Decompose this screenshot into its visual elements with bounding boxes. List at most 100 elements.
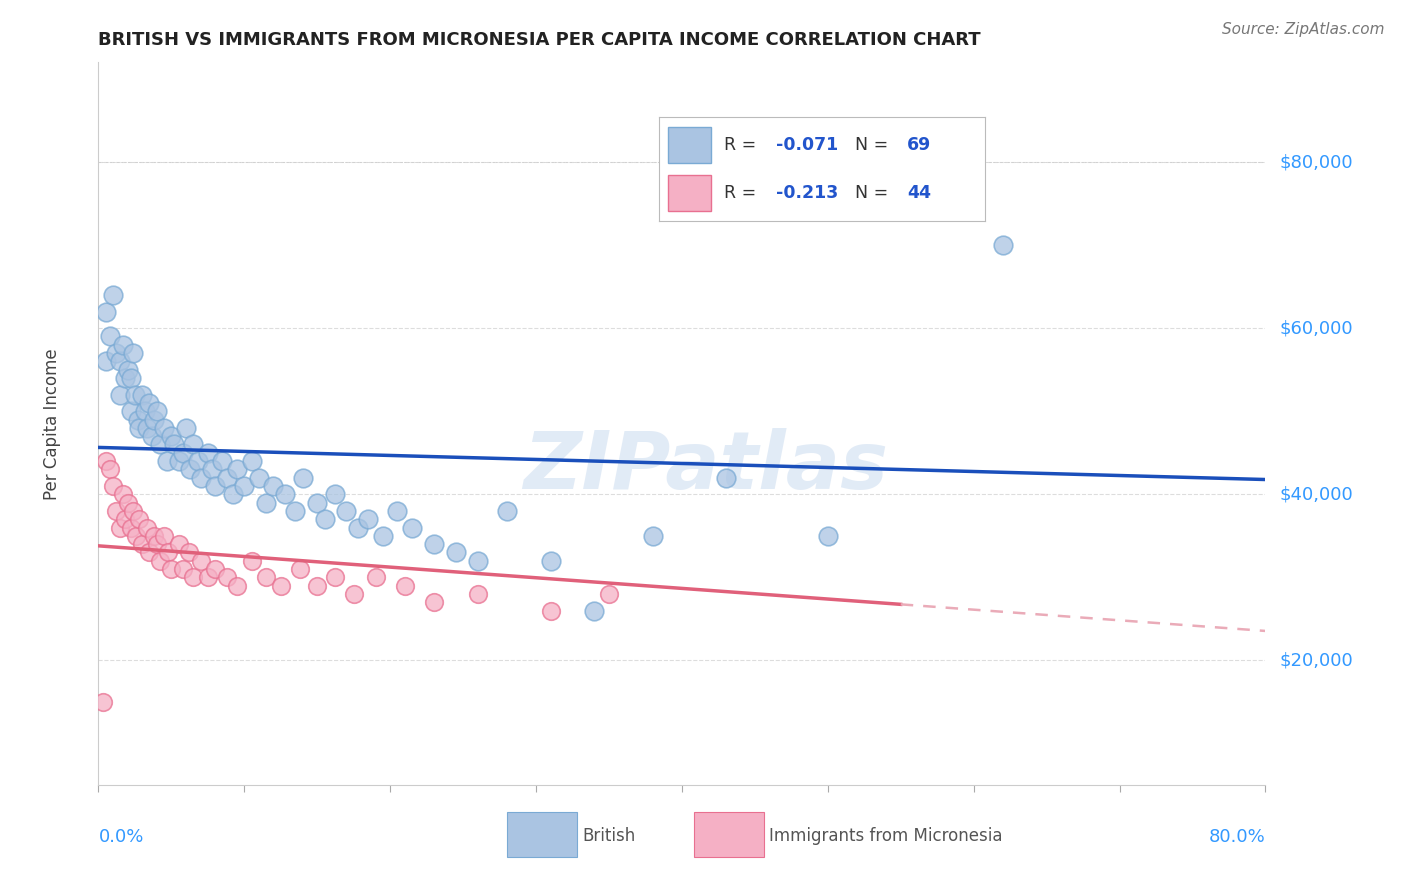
Text: Per Capita Income: Per Capita Income (42, 348, 60, 500)
Text: Immigrants from Micronesia: Immigrants from Micronesia (769, 827, 1002, 845)
Point (335, 504, 357, 518)
Point (160, 429, 183, 443)
Point (163, 437, 186, 451)
Point (114, 371, 136, 385)
Point (270, 579, 292, 593)
Point (364, 570, 387, 584)
Point (104, 346, 127, 360)
Text: British: British (582, 827, 636, 845)
Text: 0.0%: 0.0% (98, 829, 143, 847)
Point (423, 595, 446, 609)
Point (598, 587, 620, 601)
Point (226, 462, 249, 476)
Point (167, 537, 190, 551)
Point (323, 487, 346, 501)
Point (125, 529, 148, 543)
Point (307, 579, 329, 593)
Point (110, 387, 132, 401)
Point (142, 529, 165, 543)
Point (343, 587, 366, 601)
Point (540, 603, 562, 617)
Point (387, 504, 409, 518)
Point (540, 554, 562, 568)
Point (190, 471, 212, 485)
Point (394, 579, 416, 593)
Point (101, 288, 124, 302)
Point (179, 462, 201, 476)
Point (128, 421, 150, 435)
Point (146, 537, 169, 551)
Point (91, 695, 114, 709)
Point (120, 404, 142, 418)
Point (314, 512, 336, 526)
Point (153, 529, 176, 543)
Point (233, 479, 256, 493)
Point (240, 454, 263, 468)
Point (197, 570, 219, 584)
FancyBboxPatch shape (693, 813, 763, 857)
Point (221, 487, 243, 501)
Point (274, 487, 297, 501)
Point (190, 554, 212, 568)
Point (98, 462, 121, 476)
Point (110, 354, 132, 368)
Point (288, 562, 311, 576)
Point (153, 421, 176, 435)
Point (177, 545, 200, 559)
Point (174, 421, 197, 435)
Point (204, 479, 226, 493)
Point (94, 304, 117, 318)
Point (254, 570, 277, 584)
Point (181, 570, 204, 584)
Point (146, 404, 169, 418)
Point (307, 495, 329, 509)
Point (714, 471, 737, 485)
Point (240, 554, 263, 568)
FancyBboxPatch shape (508, 813, 576, 857)
Point (120, 371, 142, 385)
Point (254, 495, 277, 509)
Text: Source: ZipAtlas.com: Source: ZipAtlas.com (1222, 22, 1385, 37)
Text: ZIPatlas: ZIPatlas (523, 428, 887, 506)
Point (134, 404, 156, 418)
Point (135, 421, 157, 435)
Point (160, 562, 183, 576)
Point (112, 487, 135, 501)
Point (149, 437, 172, 451)
Point (128, 512, 150, 526)
Text: $60,000: $60,000 (1279, 319, 1353, 337)
Text: $40,000: $40,000 (1279, 485, 1353, 503)
Text: $20,000: $20,000 (1279, 651, 1353, 669)
Point (157, 545, 180, 559)
Point (247, 471, 270, 485)
Point (201, 462, 224, 476)
Point (641, 529, 664, 543)
Point (98, 329, 121, 343)
Point (991, 238, 1014, 252)
Point (122, 346, 145, 360)
Point (323, 570, 346, 584)
Point (135, 520, 157, 534)
Text: 80.0%: 80.0% (1209, 829, 1265, 847)
Point (357, 512, 380, 526)
Point (94, 454, 117, 468)
Point (187, 454, 209, 468)
Point (120, 520, 142, 534)
Point (226, 579, 249, 593)
Point (112, 338, 135, 352)
Point (104, 504, 127, 518)
Point (172, 562, 194, 576)
Point (496, 504, 519, 518)
Point (117, 495, 139, 509)
Point (142, 412, 165, 426)
Point (817, 529, 839, 543)
Point (114, 512, 136, 526)
Point (262, 479, 284, 493)
Point (204, 562, 226, 576)
Point (141, 429, 163, 443)
Point (94, 354, 117, 368)
Point (131, 387, 153, 401)
Point (167, 454, 190, 468)
Point (138, 396, 160, 410)
Point (197, 446, 219, 460)
